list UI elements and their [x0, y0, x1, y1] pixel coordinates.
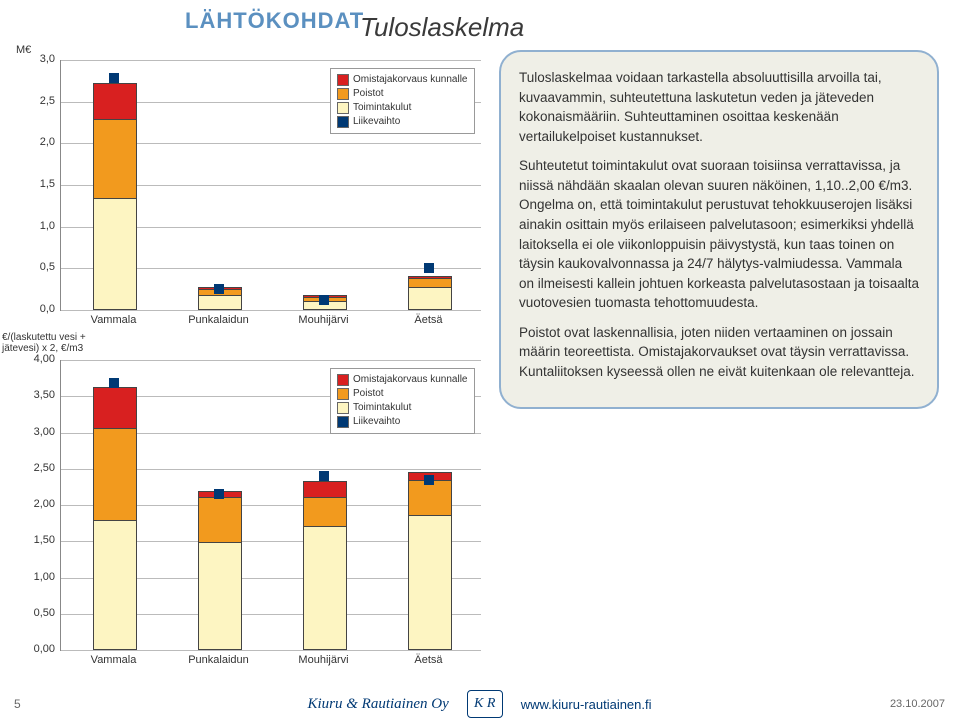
liikevaihto-marker: [214, 489, 224, 499]
chart-top-legend: Omistajakorvaus kunnallePoistotToimintak…: [330, 68, 475, 134]
bar-seg-toiminta: [93, 197, 137, 310]
legend-item: Poistot: [337, 387, 468, 401]
category-label: Punkalaidun: [179, 314, 259, 326]
bar-seg-toiminta: [303, 525, 347, 650]
category-label: Mouhijärvi: [284, 654, 364, 666]
bar-seg-omistaja: [303, 481, 347, 498]
liikevaihto-marker: [424, 475, 434, 485]
category-label: Äetsä: [389, 654, 469, 666]
company-name: Kiuru & Rautiainen Oy: [307, 696, 448, 713]
bar-seg-omistaja: [408, 276, 452, 280]
chart-bottom-yunit: €/(laskutettu vesi +jätevesi) x 2, €/m3: [2, 332, 86, 354]
category-label: Punkalaidun: [179, 654, 259, 666]
bar-seg-poistot: [198, 497, 242, 544]
bar-seg-omistaja: [93, 83, 137, 120]
explanation-paragraph: Suhteutetut toimintakulut ovat suoraan t…: [519, 156, 919, 313]
legend-item: Omistajakorvaus kunnalle: [337, 73, 468, 87]
bar-seg-toiminta: [198, 294, 242, 310]
page-title: Tuloslaskelma: [360, 12, 524, 43]
logo: K R: [467, 690, 503, 718]
category-label: Mouhijärvi: [284, 314, 364, 326]
chart-bottom-legend: Omistajakorvaus kunnallePoistotToimintak…: [330, 368, 475, 434]
company-url: www.kiuru-rautiainen.fi: [521, 697, 652, 712]
category-label: Vammala: [74, 314, 154, 326]
liikevaihto-marker: [109, 378, 119, 388]
liikevaihto-marker: [319, 295, 329, 305]
bar-seg-toiminta: [408, 286, 452, 311]
liikevaihto-marker: [319, 471, 329, 481]
legend-item: Toimintakulut: [337, 101, 468, 115]
section-header: LÄHTÖKOHDAT: [185, 8, 364, 34]
bar-seg-poistot: [93, 118, 137, 199]
legend-item: Poistot: [337, 87, 468, 101]
explanation-paragraph: Poistot ovat laskennallisia, joten niide…: [519, 323, 919, 382]
liikevaihto-marker: [424, 263, 434, 273]
bar-seg-omistaja: [93, 387, 137, 429]
legend-item: Toimintakulut: [337, 401, 468, 415]
liikevaihto-marker: [109, 73, 119, 83]
explanation-paragraph: Tuloslaskelmaa voidaan tarkastella absol…: [519, 68, 919, 146]
footer-date: 23.10.2007: [890, 698, 945, 710]
category-label: Vammala: [74, 654, 154, 666]
page-number: 5: [14, 697, 21, 711]
legend-item: Liikevaihto: [337, 115, 468, 129]
footer: 5 Kiuru & Rautiainen Oy K R www.kiuru-ra…: [0, 687, 959, 721]
bar-seg-poistot: [303, 496, 347, 527]
explanation-panel: Tuloslaskelmaa voidaan tarkastella absol…: [499, 50, 939, 409]
legend-item: Liikevaihto: [337, 415, 468, 429]
bar-seg-toiminta: [408, 514, 452, 650]
liikevaihto-marker: [214, 284, 224, 294]
bar-seg-toiminta: [198, 541, 242, 650]
category-label: Äetsä: [389, 314, 469, 326]
legend-item: Omistajakorvaus kunnalle: [337, 373, 468, 387]
bar-seg-poistot: [93, 427, 137, 521]
bar-seg-toiminta: [93, 519, 137, 650]
